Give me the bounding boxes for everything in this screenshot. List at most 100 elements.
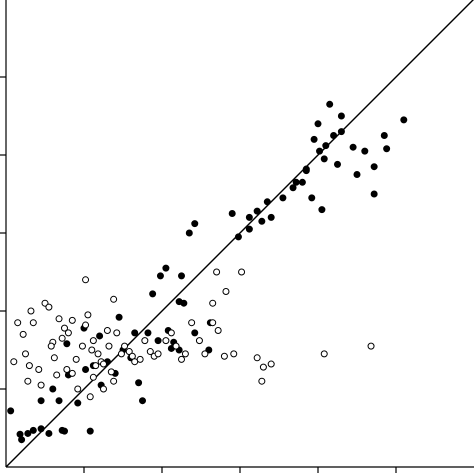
open-data-point bbox=[110, 377, 118, 385]
open-data-point bbox=[89, 373, 97, 381]
filled-data-point bbox=[185, 229, 193, 237]
filled-data-point bbox=[302, 165, 310, 173]
open-data-point bbox=[258, 377, 266, 385]
filled-data-point bbox=[263, 198, 271, 206]
filled-data-point bbox=[175, 298, 183, 306]
filled-data-point bbox=[310, 135, 318, 143]
filled-data-point bbox=[149, 290, 157, 298]
filled-data-point bbox=[55, 397, 63, 405]
filled-data-point bbox=[334, 160, 341, 168]
open-data-point bbox=[201, 350, 209, 358]
filled-data-point bbox=[191, 220, 199, 228]
open-data-point bbox=[154, 350, 162, 358]
open-data-point bbox=[253, 354, 261, 362]
open-data-point bbox=[27, 307, 35, 315]
filled-data-point bbox=[234, 233, 242, 241]
open-data-point bbox=[222, 288, 230, 295]
filled-data-point bbox=[353, 171, 361, 178]
open-data-point bbox=[92, 362, 100, 370]
open-data-point bbox=[230, 350, 238, 358]
filled-data-point bbox=[380, 132, 388, 139]
filled-data-point bbox=[135, 379, 143, 387]
open-data-point bbox=[78, 342, 86, 350]
open-data-point bbox=[82, 276, 90, 284]
open-data-point bbox=[19, 330, 27, 338]
filled-data-point bbox=[322, 142, 330, 150]
open-data-point bbox=[172, 342, 180, 350]
filled-data-point bbox=[29, 426, 37, 434]
filled-data-point bbox=[16, 430, 24, 438]
filled-data-point bbox=[162, 264, 170, 272]
filled-data-point bbox=[330, 132, 338, 139]
filled-data-point bbox=[139, 397, 146, 405]
filled-data-point bbox=[37, 425, 45, 433]
filled-data-point bbox=[191, 329, 199, 337]
filled-data-point bbox=[267, 213, 275, 221]
open-data-point bbox=[121, 342, 129, 350]
filled-data-point bbox=[82, 366, 90, 373]
filled-data-point bbox=[86, 427, 94, 435]
open-data-point bbox=[367, 342, 375, 350]
open-data-point bbox=[117, 350, 125, 358]
open-data-point bbox=[72, 355, 80, 363]
identity-reference-line bbox=[5, 0, 474, 468]
open-data-point bbox=[107, 368, 115, 376]
filled-data-point bbox=[144, 329, 152, 337]
filled-data-point bbox=[361, 147, 369, 155]
open-data-point bbox=[146, 348, 154, 356]
open-data-point bbox=[37, 381, 45, 389]
open-data-point bbox=[214, 327, 222, 334]
open-data-point bbox=[35, 366, 43, 373]
open-data-point bbox=[86, 393, 94, 401]
open-data-point bbox=[68, 369, 76, 377]
filled-data-point bbox=[37, 397, 45, 405]
identity-line-group bbox=[5, 0, 474, 468]
open-data-point bbox=[162, 337, 170, 345]
open-data-point bbox=[94, 350, 102, 358]
filled-data-point bbox=[314, 120, 322, 128]
filled-data-point bbox=[298, 178, 306, 186]
filled-data-point bbox=[308, 194, 316, 202]
axis-ticks bbox=[0, 76, 397, 473]
open-data-point bbox=[22, 350, 29, 358]
filled-data-point bbox=[96, 332, 104, 340]
open-data-point bbox=[105, 342, 113, 350]
open-data-point bbox=[84, 311, 92, 319]
filled-data-point bbox=[383, 145, 391, 153]
filled-data-point bbox=[253, 207, 261, 215]
filled-data-point bbox=[326, 100, 334, 108]
open-data-point bbox=[100, 385, 107, 393]
open-data-point bbox=[58, 334, 66, 342]
filled-data-point bbox=[318, 206, 326, 214]
open-data-point bbox=[110, 295, 118, 303]
filled-data-point bbox=[337, 112, 345, 120]
filled-data-point bbox=[279, 194, 287, 202]
open-data-point bbox=[209, 319, 217, 327]
open-data-point bbox=[220, 352, 228, 360]
filled-data-point bbox=[370, 163, 378, 171]
open-data-point bbox=[61, 324, 68, 332]
data-points bbox=[7, 100, 408, 444]
open-data-point bbox=[259, 363, 267, 371]
open-data-point bbox=[74, 385, 82, 393]
open-data-point bbox=[188, 319, 196, 327]
open-data-point bbox=[29, 319, 37, 327]
filled-data-point bbox=[115, 313, 123, 321]
open-data-point bbox=[14, 319, 22, 327]
open-data-point bbox=[24, 377, 32, 385]
open-data-point bbox=[68, 316, 76, 324]
open-data-point bbox=[113, 329, 121, 337]
open-data-point bbox=[53, 371, 61, 379]
filled-data-point bbox=[131, 329, 139, 337]
open-data-point bbox=[88, 346, 96, 354]
filled-data-point bbox=[289, 184, 297, 192]
filled-data-point bbox=[228, 210, 236, 217]
filled-data-point bbox=[74, 399, 82, 407]
filled-data-point bbox=[49, 385, 57, 393]
filled-data-point bbox=[156, 272, 164, 280]
open-data-point bbox=[267, 360, 275, 368]
open-data-point bbox=[45, 303, 53, 311]
open-data-point bbox=[209, 299, 217, 307]
filled-data-point bbox=[63, 340, 71, 348]
